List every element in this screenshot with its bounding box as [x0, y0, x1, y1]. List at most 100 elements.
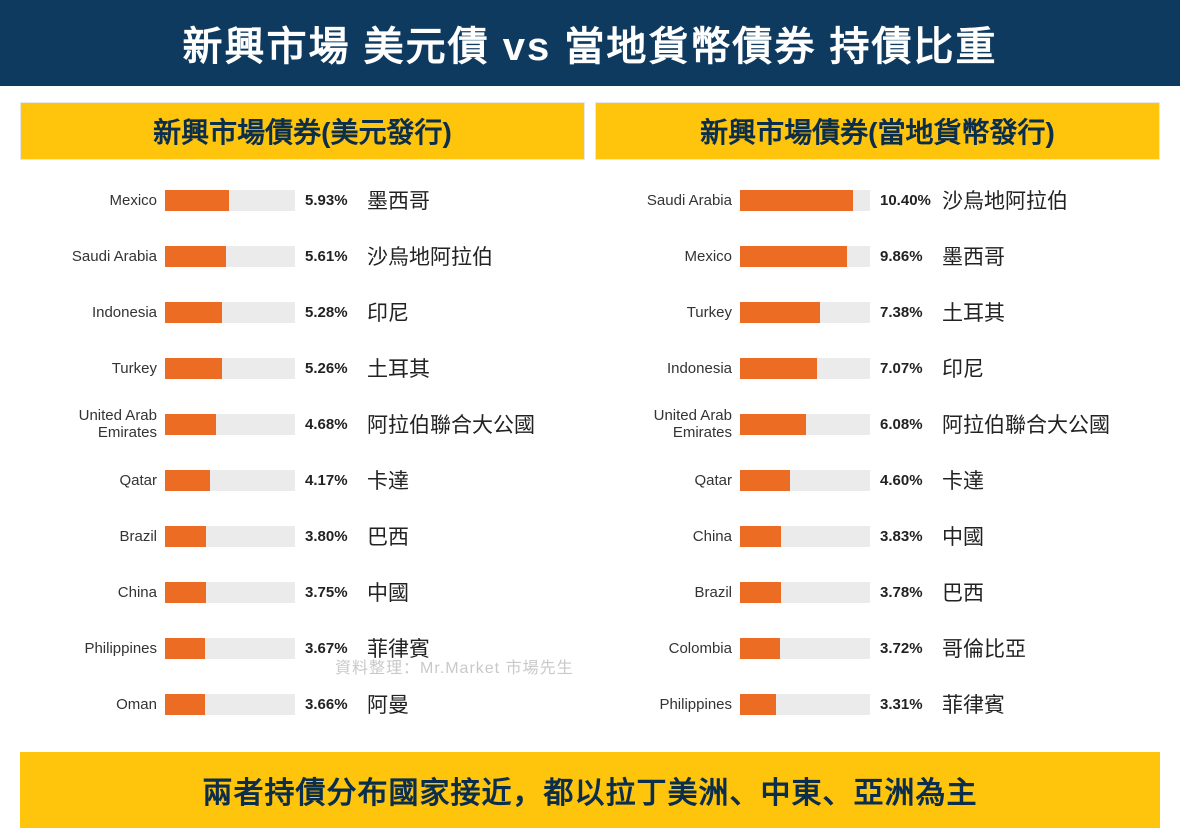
country-en-label: Indonesia	[20, 304, 165, 321]
chart-row: Indonesia 7.07%印尼	[595, 340, 1160, 396]
chart-row: Saudi Arabia 5.61%沙烏地阿拉伯	[20, 228, 585, 284]
bar-track	[740, 358, 870, 379]
country-en-label: Turkey	[20, 360, 165, 377]
bar-track	[165, 358, 295, 379]
bar-fill	[740, 582, 781, 603]
left-rows: Mexico5.93%墨西哥Saudi Arabia5.61%沙烏地阿拉伯Ind…	[20, 172, 585, 732]
chart-row: Indonesia 5.28%印尼	[20, 284, 585, 340]
percent-label: 9.86%	[870, 248, 940, 265]
chart-row: Turkey 5.26%土耳其	[20, 340, 585, 396]
bar-track	[740, 582, 870, 603]
bar-fill	[165, 638, 205, 659]
country-cn-label: 印尼	[940, 353, 1160, 383]
chart-row: Brazil 3.80%巴西	[20, 508, 585, 564]
bar-track	[740, 414, 870, 435]
page-title: 新興市場 美元債 vs 當地貨幣債券 持債比重	[0, 0, 1180, 86]
country-cn-label: 墨西哥	[940, 241, 1160, 271]
right-column: 新興市場債券(當地貨幣發行) Saudi Arabia10.40%沙烏地阿拉伯 M…	[595, 102, 1160, 732]
bar-fill	[740, 694, 776, 715]
country-en-label: Indonesia	[595, 360, 740, 377]
left-subtitle: 新興市場債券(美元發行)	[20, 102, 585, 160]
percent-label: 4.68%	[295, 416, 365, 433]
percent-label: 3.31%	[870, 696, 940, 713]
country-cn-label: 中國	[940, 521, 1160, 551]
country-cn-label: 阿曼	[365, 689, 585, 719]
chart-columns: 新興市場債券(美元發行) Mexico 5.93% 墨西哥 Saudi Arabia 5…	[0, 86, 1180, 740]
country-cn-label: 沙烏地阿拉伯	[365, 241, 585, 271]
percent-label: 5.28%	[295, 304, 365, 321]
country-en-label: United Arab Emirates	[595, 407, 740, 441]
bar-track	[165, 246, 295, 267]
chart-row: Saudi Arabia10.40%沙烏地阿拉伯	[595, 172, 1160, 228]
bar-track	[165, 582, 295, 603]
percent-label: 5.93%	[295, 192, 365, 209]
bar-fill	[740, 470, 790, 491]
bar-track	[165, 414, 295, 435]
percent-label: 3.66%	[295, 696, 365, 713]
bar-fill	[740, 190, 853, 211]
bar-fill	[165, 190, 229, 211]
country-en-label: Philippines	[595, 696, 740, 713]
country-cn-label: 阿拉伯聯合大公國	[940, 409, 1160, 439]
country-cn-label: 卡達	[365, 465, 585, 495]
chart-row: Qatar4.60%卡達	[595, 452, 1160, 508]
bar-fill	[740, 638, 780, 659]
country-en-label: Philippines	[20, 640, 165, 657]
bar-fill	[165, 246, 226, 267]
bar-fill	[165, 694, 205, 715]
bar-track	[165, 694, 295, 715]
country-cn-label: 印尼	[365, 297, 585, 327]
country-en-label: Mexico	[595, 248, 740, 265]
country-en-label: Saudi Arabia	[595, 192, 740, 209]
country-cn-label: 巴西	[365, 521, 585, 551]
percent-label: 7.07%	[870, 360, 940, 377]
chart-row: Turkey 7.38%土耳其	[595, 284, 1160, 340]
bar-track	[740, 694, 870, 715]
bar-track	[740, 638, 870, 659]
country-cn-label: 菲律賓	[940, 689, 1160, 719]
country-en-label: Saudi Arabia	[20, 248, 165, 265]
percent-label: 3.80%	[295, 528, 365, 545]
country-en-label: China	[20, 584, 165, 601]
country-cn-label: 哥倫比亞	[940, 633, 1160, 663]
bar-fill	[165, 302, 222, 323]
country-en-label: Turkey	[595, 304, 740, 321]
chart-row: Qatar4.17%卡達	[20, 452, 585, 508]
bar-fill	[740, 526, 781, 547]
right-subtitle: 新興市場債券(當地貨幣發行)	[595, 102, 1160, 160]
chart-row: Philippines 3.31%菲律賓	[595, 676, 1160, 732]
bar-fill	[165, 582, 206, 603]
chart-row: Colombia3.72%哥倫比亞	[595, 620, 1160, 676]
chart-row: United Arab Emirates 4.68%阿拉伯聯合大公國	[20, 396, 585, 452]
bar-fill	[740, 414, 806, 435]
bar-track	[165, 638, 295, 659]
percent-label: 3.72%	[870, 640, 940, 657]
country-cn-label: 土耳其	[365, 353, 585, 383]
percent-label: 7.38%	[870, 304, 940, 321]
percent-label: 5.61%	[295, 248, 365, 265]
footer-note: 兩者持債分布國家接近，都以拉丁美洲、中東、亞洲為主	[20, 752, 1160, 828]
percent-label: 4.60%	[870, 472, 940, 489]
bar-fill	[740, 302, 820, 323]
percent-label: 5.26%	[295, 360, 365, 377]
left-column: 新興市場債券(美元發行) Mexico5.93%墨西哥Saudi Arabia5…	[20, 102, 585, 732]
percent-label: 6.08%	[870, 416, 940, 433]
country-en-label: China	[595, 528, 740, 545]
chart-row: United Arab Emirates 6.08%阿拉伯聯合大公國	[595, 396, 1160, 452]
bar-track	[165, 302, 295, 323]
country-en-label: United Arab Emirates	[20, 407, 165, 441]
country-en-label: Qatar	[20, 472, 165, 489]
bar-fill	[165, 358, 222, 379]
country-en-label: Brazil	[20, 528, 165, 545]
country-en-label: Qatar	[595, 472, 740, 489]
country-en-label: Mexico	[20, 192, 165, 209]
bar-fill	[165, 414, 216, 435]
right-rows: Saudi Arabia10.40%沙烏地阿拉伯 Mexico 9.86%墨西哥 Tu…	[595, 172, 1160, 732]
bar-track	[740, 302, 870, 323]
bar-fill	[740, 358, 817, 379]
country-cn-label: 土耳其	[940, 297, 1160, 327]
bar-fill	[740, 246, 847, 267]
bar-track	[740, 526, 870, 547]
bar-track	[740, 470, 870, 491]
country-cn-label: 阿拉伯聯合大公國	[365, 409, 585, 439]
